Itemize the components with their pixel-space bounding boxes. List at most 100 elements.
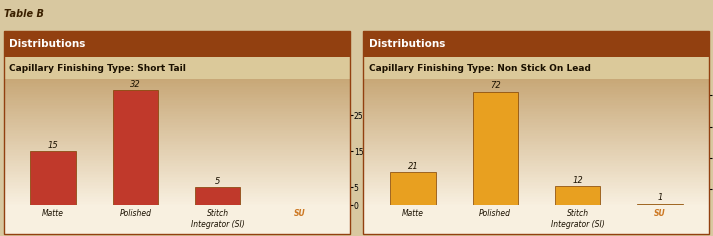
- Bar: [113, 90, 158, 205]
- Bar: [364, 175, 709, 177]
- Bar: [364, 158, 709, 160]
- Bar: [364, 169, 709, 171]
- Bar: [364, 125, 709, 126]
- Bar: [4, 163, 349, 164]
- Bar: [364, 120, 709, 122]
- Bar: [364, 98, 709, 100]
- Bar: [364, 106, 709, 108]
- Text: Capillary Finishing Type: Non Stick On Lead: Capillary Finishing Type: Non Stick On L…: [369, 64, 590, 73]
- Bar: [4, 84, 349, 86]
- Bar: [364, 117, 709, 119]
- Bar: [4, 87, 349, 89]
- Bar: [364, 138, 709, 139]
- Bar: [4, 171, 349, 172]
- Bar: [4, 186, 349, 188]
- Text: Matte: Matte: [402, 210, 424, 219]
- Bar: [4, 138, 349, 139]
- Bar: [364, 136, 709, 138]
- Text: 15: 15: [48, 141, 58, 150]
- Bar: [364, 97, 709, 98]
- Y-axis label: Count: Count: [373, 131, 382, 154]
- Bar: [4, 139, 349, 141]
- Bar: [4, 111, 349, 112]
- Bar: [4, 150, 349, 152]
- Text: 21: 21: [407, 162, 419, 171]
- Bar: [4, 81, 349, 83]
- Bar: [4, 190, 349, 191]
- Bar: [4, 152, 349, 153]
- Bar: [364, 156, 709, 158]
- Bar: [364, 190, 709, 191]
- Bar: [4, 92, 349, 93]
- Bar: [364, 152, 709, 153]
- Bar: [4, 136, 349, 138]
- Bar: [364, 204, 709, 205]
- Bar: [390, 172, 436, 205]
- Bar: [364, 93, 709, 95]
- Bar: [4, 114, 349, 116]
- Bar: [4, 166, 349, 168]
- Bar: [4, 174, 349, 175]
- Bar: [364, 186, 709, 188]
- Bar: [4, 199, 349, 201]
- Text: Polished: Polished: [479, 210, 511, 219]
- Bar: [364, 119, 709, 120]
- Bar: [364, 135, 709, 136]
- Text: Table B: Table B: [4, 9, 43, 19]
- Bar: [4, 197, 349, 199]
- Bar: [4, 106, 349, 108]
- Bar: [4, 144, 349, 145]
- Bar: [364, 83, 709, 84]
- Bar: [364, 89, 709, 90]
- Bar: [4, 130, 349, 131]
- Text: Capillary Finishing Type: Short Tail: Capillary Finishing Type: Short Tail: [9, 64, 185, 73]
- Bar: [4, 116, 349, 117]
- Bar: [4, 141, 349, 142]
- Bar: [4, 161, 349, 163]
- Bar: [4, 177, 349, 178]
- Bar: [4, 180, 349, 182]
- Bar: [364, 108, 709, 109]
- Bar: [4, 79, 349, 81]
- Bar: [364, 194, 709, 196]
- Bar: [364, 191, 709, 193]
- Bar: [364, 145, 709, 147]
- Bar: [364, 199, 709, 201]
- Bar: [4, 126, 349, 128]
- Text: Polished: Polished: [119, 210, 151, 219]
- Bar: [4, 188, 349, 190]
- Bar: [364, 126, 709, 128]
- Bar: [4, 175, 349, 177]
- Bar: [364, 182, 709, 183]
- Bar: [4, 122, 349, 123]
- Bar: [364, 111, 709, 112]
- Bar: [4, 105, 349, 106]
- Bar: [4, 89, 349, 90]
- Bar: [4, 117, 349, 119]
- Bar: [4, 169, 349, 171]
- Bar: [364, 81, 709, 83]
- Bar: [4, 119, 349, 120]
- Bar: [4, 172, 349, 174]
- Bar: [364, 79, 709, 81]
- Bar: [364, 201, 709, 202]
- Bar: [364, 174, 709, 175]
- Bar: [4, 123, 349, 125]
- Text: Distributions: Distributions: [9, 39, 85, 49]
- Bar: [364, 153, 709, 155]
- Bar: [473, 92, 518, 205]
- Bar: [364, 155, 709, 156]
- Bar: [4, 201, 349, 202]
- Bar: [4, 103, 349, 105]
- Bar: [364, 139, 709, 141]
- Text: Stitch
Integrator (SI): Stitch Integrator (SI): [191, 210, 245, 229]
- Bar: [4, 142, 349, 144]
- Bar: [364, 150, 709, 152]
- Bar: [364, 141, 709, 142]
- Bar: [4, 194, 349, 196]
- Bar: [364, 177, 709, 178]
- Bar: [4, 112, 349, 114]
- Bar: [4, 145, 349, 147]
- Bar: [364, 112, 709, 114]
- Bar: [364, 101, 709, 103]
